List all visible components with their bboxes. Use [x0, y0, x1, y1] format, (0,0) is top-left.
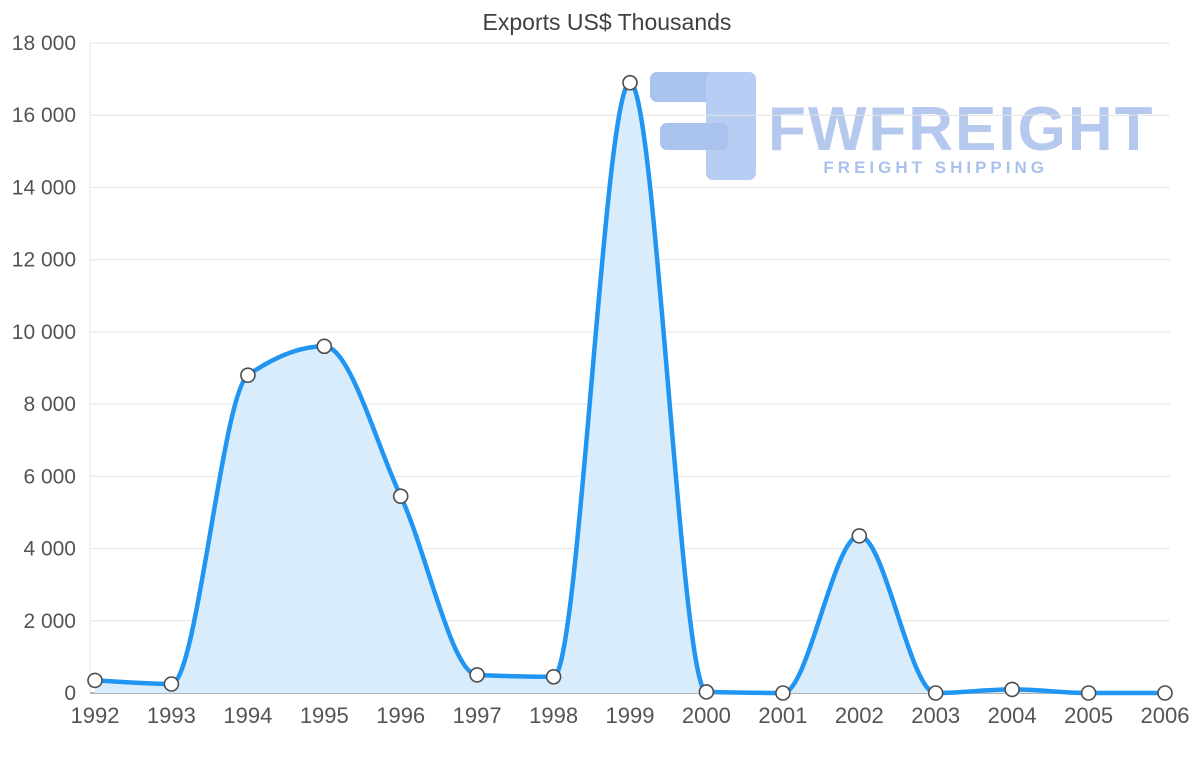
x-tick-label: 2003: [911, 703, 960, 728]
data-point-marker: [775, 685, 791, 701]
x-tick-label: 1996: [376, 703, 425, 728]
x-axis-labels-layer: 1992 1993 1994 1995 1996 1997 1998 1999 2000 2001…: [71, 703, 1190, 728]
series-line-layer: [92, 80, 1168, 696]
x-tick-label: 2001: [758, 703, 807, 728]
x-tick-label: 1999: [606, 703, 655, 728]
data-point-marker: [240, 367, 256, 384]
y-axis-labels-layer: 0 2 000 4 000 6 000 8 000 10 000 12 000 14 000 1…: [12, 32, 76, 705]
area-fill-layer: [95, 82, 1165, 693]
data-point-marker: [545, 668, 562, 685]
data-point-marker: [698, 684, 715, 700]
x-tick-label: 2000: [682, 703, 731, 728]
data-markers-layer: [87, 74, 1173, 701]
watermark-brand: FWFREIGHT: [768, 95, 1155, 164]
watermark: FWFREIGHT FREIGHT SHIPPING: [650, 72, 1155, 180]
y-tick-label: 4 000: [23, 538, 76, 561]
x-tick-label: 1994: [223, 703, 272, 728]
y-tick-label: 0: [64, 682, 76, 705]
data-point-marker: [87, 672, 103, 689]
data-point-marker: [622, 74, 638, 91]
x-tick-label: 1992: [71, 703, 120, 728]
watermark-tagline: FREIGHT SHIPPING: [823, 158, 1048, 177]
y-tick-label: 18 000: [12, 32, 76, 55]
data-point-marker: [316, 338, 333, 355]
x-tick-label: 2006: [1141, 703, 1190, 728]
series-line: [92, 80, 1168, 696]
y-tick-label: 12 000: [12, 249, 76, 272]
data-point-marker: [1080, 685, 1097, 701]
x-tick-label: 2004: [988, 703, 1037, 728]
data-point-marker: [469, 667, 485, 683]
data-point-marker: [1157, 685, 1173, 701]
x-tick-label: 1993: [147, 703, 196, 728]
data-point-marker: [927, 685, 944, 701]
data-point-marker: [392, 488, 409, 505]
y-tick-label: 16 000: [12, 104, 76, 127]
data-point-marker: [1004, 681, 1020, 698]
x-tick-label: 2005: [1064, 703, 1113, 728]
y-tick-label: 14 000: [12, 176, 76, 199]
data-point-marker: [851, 528, 868, 544]
x-tick-label: 2002: [835, 703, 884, 728]
fwfreight-logo-icon: [650, 72, 756, 180]
data-point-marker: [163, 676, 180, 692]
y-tick-label: 8 000: [23, 393, 76, 416]
x-tick-label: 1995: [300, 703, 349, 728]
y-tick-label: 6 000: [23, 465, 76, 488]
y-tick-label: 2 000: [23, 610, 76, 633]
x-tick-label: 1997: [453, 703, 502, 728]
series-area: [95, 82, 1165, 693]
x-tick-label: 1998: [529, 703, 578, 728]
y-tick-label: 10 000: [12, 321, 76, 344]
chart-title: Exports US$ Thousands: [483, 9, 732, 35]
